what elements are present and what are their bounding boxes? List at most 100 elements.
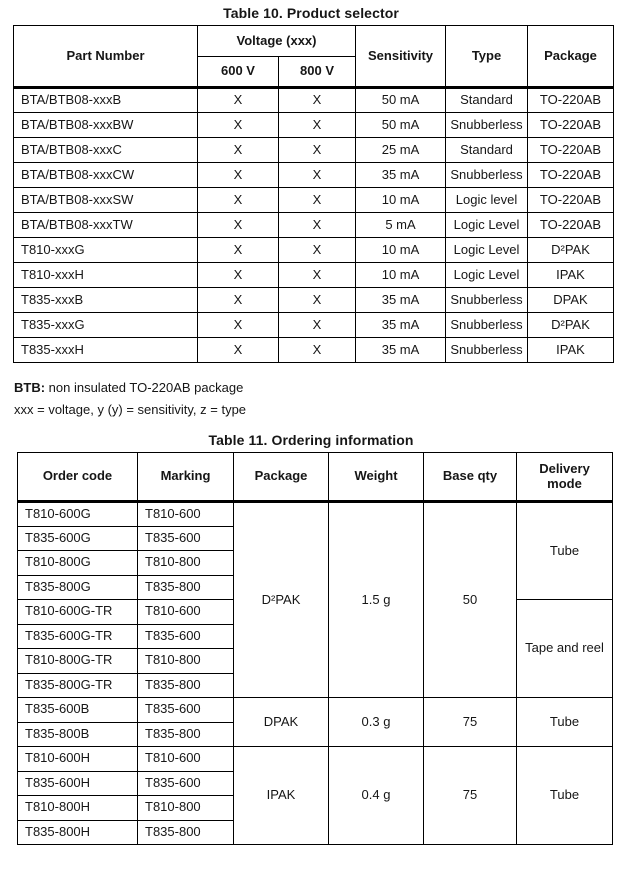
- table-header-row: Part Number Voltage (xxx) Sensitivity Ty…: [13, 25, 615, 89]
- cell-order-code: T835-600G-TR: [17, 623, 138, 649]
- cell-marking: T835-600: [137, 623, 234, 649]
- cell-600v: X: [197, 262, 279, 288]
- cell-order-code: T810-800G-TR: [17, 648, 138, 674]
- cell-sensitivity: 50 mA: [355, 87, 447, 113]
- cell-800v: X: [277, 162, 357, 188]
- cell-part-number: BTA/BTB08-xxxCW: [13, 162, 198, 188]
- cell-package-group-ipak: IPAK: [233, 746, 329, 845]
- cell-800v: X: [277, 312, 357, 338]
- cell-package-group-dpak: DPAK: [233, 697, 329, 747]
- cell-weight-group-dpak: 0.3 g: [328, 697, 424, 747]
- cell-marking: T835-800: [137, 721, 234, 747]
- cell-part-number: BTA/BTB08-xxxSW: [13, 187, 198, 213]
- cell-type: Snubberless: [445, 112, 529, 138]
- table-row: T810-600H T810-600 IPAK 0.4 g 75 Tube: [17, 746, 613, 845]
- cell-marking: T810-600: [137, 501, 234, 527]
- cell-600v: X: [197, 187, 279, 213]
- cell-part-number: BTA/BTB08-xxxB: [13, 87, 198, 113]
- cell-package: TO-220AB: [527, 112, 615, 138]
- cell-800v: X: [277, 212, 357, 238]
- table-row: T835-600G T835-600: [17, 525, 613, 551]
- cell-sensitivity: 35 mA: [355, 287, 447, 313]
- cell-order-code: T810-600G-TR: [17, 599, 138, 625]
- table-row: T835-xxxG X X 35 mA Snubberless D²PAK: [13, 312, 615, 338]
- cell-800v: X: [277, 137, 357, 163]
- table-row: T810-xxxH X X 10 mA Logic Level IPAK: [13, 262, 615, 288]
- cell-package: DPAK: [527, 287, 615, 313]
- cell-order-code: T810-800G: [17, 550, 138, 576]
- col-header-type: Type: [445, 25, 529, 89]
- cell-800v: X: [277, 337, 357, 363]
- cell-marking: T835-800: [137, 574, 234, 600]
- cell-600v: X: [197, 137, 279, 163]
- cell-delivery-tube: Tube: [516, 501, 613, 600]
- cell-type: Snubberless: [445, 337, 529, 363]
- cell-type: Snubberless: [445, 162, 529, 188]
- cell-package: D²PAK: [527, 237, 615, 263]
- cell-sensitivity: 35 mA: [355, 337, 447, 363]
- table-row: T810-800H T810-800: [17, 795, 613, 821]
- note-btb: BTB: non insulated TO-220AB package: [14, 380, 622, 395]
- table-subheader-row: 600 V 800 V: [14, 56, 614, 89]
- cell-sensitivity: 5 mA: [355, 212, 447, 238]
- table-row: T835-800G T835-800: [17, 574, 613, 600]
- note-btb-label: BTB:: [14, 380, 46, 395]
- table-row: T810-xxxG X X 10 mA Logic Level D²PAK: [13, 237, 615, 263]
- cell-order-code: T810-600G: [17, 501, 138, 527]
- cell-part-number: BTA/BTB08-xxxBW: [13, 112, 198, 138]
- cell-type: Standard: [445, 137, 529, 163]
- table-row: BTA/BTB08-xxxSW X X 10 mA Logic level TO…: [13, 187, 615, 213]
- cell-800v: X: [277, 87, 357, 113]
- cell-sensitivity: 35 mA: [355, 312, 447, 338]
- cell-order-code: T835-800G: [17, 574, 138, 600]
- cell-package-group-d2pak: D²PAK: [233, 501, 329, 698]
- cell-package: TO-220AB: [527, 137, 615, 163]
- cell-package: IPAK: [527, 262, 615, 288]
- cell-part-number: BTA/BTB08-xxxTW: [13, 212, 198, 238]
- cell-600v: X: [197, 162, 279, 188]
- col-header-voltage-group: Voltage (xxx): [196, 25, 357, 57]
- cell-marking: T835-800: [137, 672, 234, 698]
- cell-sensitivity: 10 mA: [355, 262, 447, 288]
- cell-800v: X: [277, 237, 357, 263]
- cell-type: Logic Level: [445, 212, 529, 238]
- cell-base-qty-group-d2pak: 50: [423, 501, 517, 698]
- cell-marking: T835-800: [137, 819, 234, 845]
- cell-weight-group-d2pak: 1.5 g: [328, 501, 424, 698]
- cell-type: Logic level: [445, 187, 529, 213]
- cell-600v: X: [197, 212, 279, 238]
- table-row: BTA/BTB08-xxxC X X 25 mA Standard TO-220…: [13, 137, 615, 163]
- col-header-weight: Weight: [328, 452, 424, 503]
- cell-type: Snubberless: [445, 312, 529, 338]
- cell-sensitivity: 10 mA: [355, 187, 447, 213]
- cell-order-code: T810-800H: [17, 795, 138, 821]
- cell-marking: T835-600: [137, 697, 234, 723]
- cell-order-code: T810-600H: [17, 746, 138, 772]
- col-header-marking: Marking: [137, 452, 234, 503]
- cell-order-code: T835-600H: [17, 770, 138, 796]
- table11-body: T810-600G T810-600 D²PAK 1.5 g 50 Tube T…: [17, 501, 613, 845]
- cell-800v: X: [277, 287, 357, 313]
- cell-600v: X: [197, 237, 279, 263]
- col-header-delivery-mode: Delivery mode: [516, 452, 613, 503]
- col-header-part-number: Part Number: [13, 25, 198, 89]
- cell-delivery-tube: Tube: [516, 746, 613, 845]
- table-row: BTA/BTB08-xxxBW X X 50 mA Snubberless TO…: [13, 112, 615, 138]
- cell-600v: X: [197, 87, 279, 113]
- cell-part-number: T835-xxxH: [13, 337, 198, 363]
- cell-order-code: T835-600B: [17, 697, 138, 723]
- cell-part-number: T810-xxxG: [13, 237, 198, 263]
- cell-marking: T835-600: [137, 525, 234, 551]
- cell-weight-group-ipak: 0.4 g: [328, 746, 424, 845]
- table-row: T810-600G T810-600 D²PAK 1.5 g 50 Tube: [17, 501, 613, 698]
- cell-marking: T835-600: [137, 770, 234, 796]
- cell-type: Logic Level: [445, 262, 529, 288]
- cell-600v: X: [197, 312, 279, 338]
- cell-marking: T810-800: [137, 795, 234, 821]
- note-xxx: xxx = voltage, y (y) = sensitivity, z = …: [14, 402, 247, 417]
- ordering-information-table: Order code Marking Package Weight Base q…: [17, 452, 613, 845]
- cell-marking: T810-800: [137, 648, 234, 674]
- table-row: T835-xxxB X X 35 mA Snubberless DPAK: [13, 287, 615, 313]
- cell-type: Snubberless: [445, 287, 529, 313]
- table-row: T835-800H T835-800: [17, 819, 613, 845]
